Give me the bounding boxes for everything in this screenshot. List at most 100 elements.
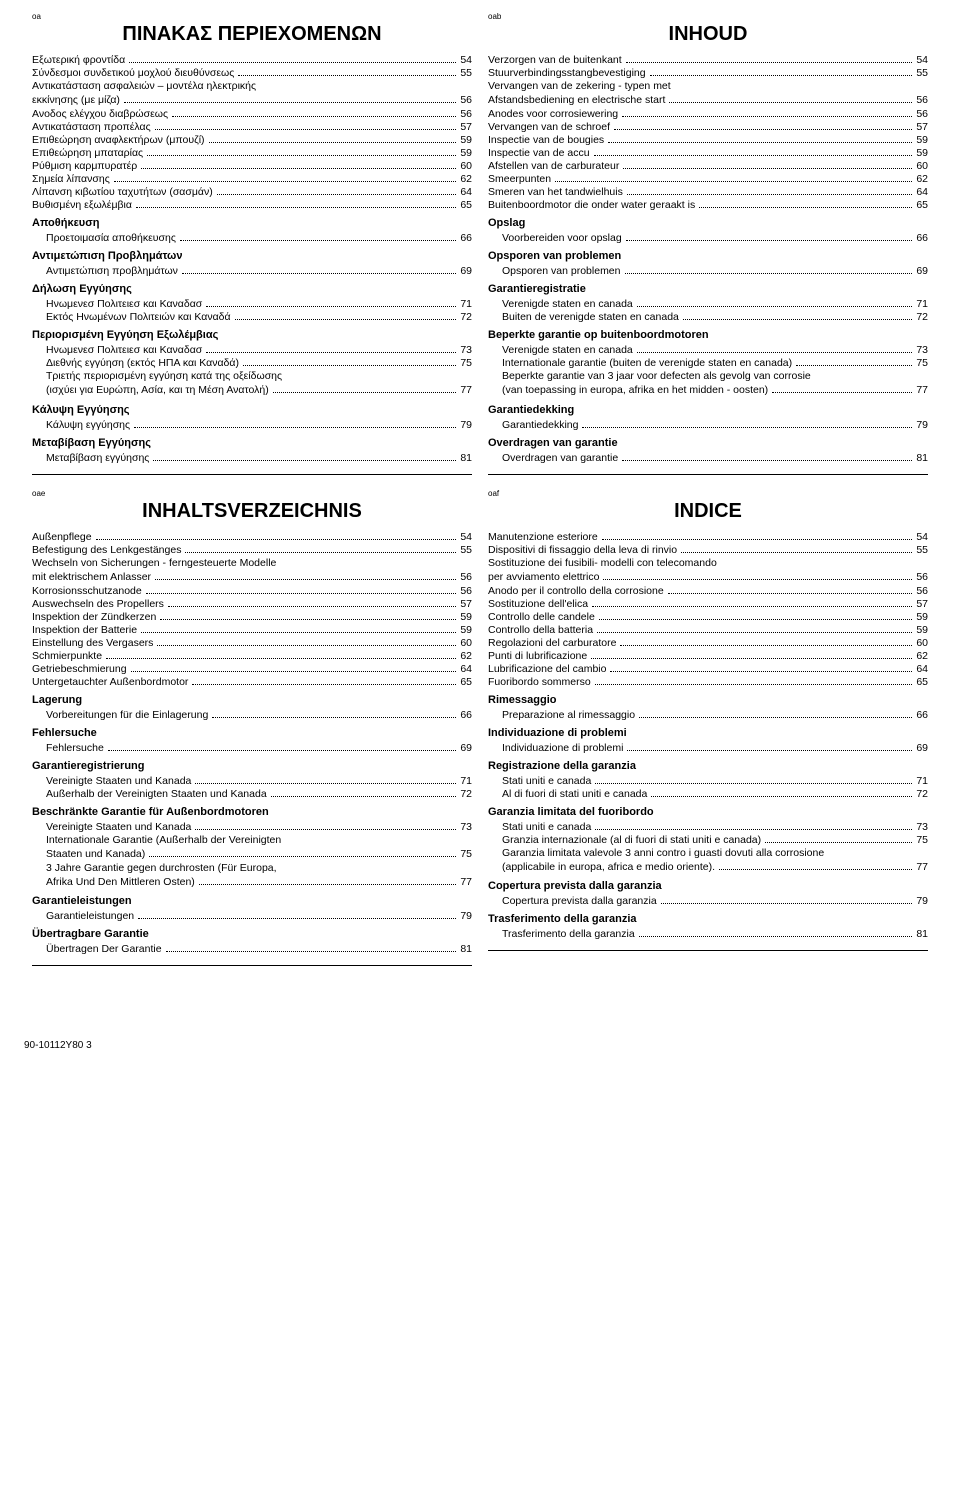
entry-label: Sostituzione dell'elica (488, 598, 588, 610)
entry-page: 60 (916, 637, 928, 649)
toc-entry: Internationale Garantie (Außerhalb der V… (32, 834, 472, 861)
toc-entry: Ηνωμενεσ Πολιτειεσ και Καναδασ71 (32, 298, 472, 310)
entry-label: Vereinigte Staaten und Kanada (46, 775, 191, 787)
entry-label: Garantiedekking (502, 419, 578, 431)
dot-leader (597, 624, 912, 632)
toc-entry: Ανοδος ελέγχου διαβρώσεως56 (32, 108, 472, 120)
dot-leader (212, 709, 456, 717)
entry-label: Lubrificazione del cambio (488, 663, 606, 675)
entry-page: 71 (460, 775, 472, 787)
entry-page: 59 (916, 147, 928, 159)
dot-leader (699, 200, 912, 208)
toc-entry: Σύνδεσμοι συνδετικού μοχλού διευθύνσεως5… (32, 67, 472, 79)
dot-leader (217, 187, 457, 195)
dot-leader (147, 148, 456, 156)
toc-entry: Stati uniti e canada73 (488, 821, 928, 833)
dot-leader (192, 676, 456, 684)
toc-entry: Fehlersuche69 (32, 742, 472, 754)
toc-entry: Verzorgen van de buitenkant54 (488, 54, 928, 66)
entry-label: Επιθεώρηση αναφλεκτήρων (μπουζί) (32, 134, 205, 146)
entry-page: 77 (916, 384, 928, 397)
entry-page: 55 (460, 67, 472, 79)
entry-page: 64 (460, 186, 472, 198)
entry-page: 72 (460, 788, 472, 800)
entry-label: Regolazioni del carburatore (488, 637, 616, 649)
entry-label: Internationale Garantie (Außerhalb der V… (46, 834, 472, 847)
footer-page-number: 3 (86, 1040, 92, 1051)
entry-label-cont: Afstandsbediening en electrische start (488, 94, 665, 107)
section-head: Opslag (488, 217, 928, 229)
toc-entry: Διεθνής εγγύηση (εκτός ΗΠΑ και Καναδά)75 (32, 357, 472, 369)
toc-entry: Garantiedekking79 (488, 419, 928, 431)
entry-page: 75 (916, 834, 928, 846)
entry-page: 57 (916, 598, 928, 610)
entry-page: 62 (916, 173, 928, 185)
entry-page: 56 (916, 94, 928, 107)
dot-leader (238, 68, 456, 76)
entry-page: 72 (460, 311, 472, 323)
dot-leader (650, 68, 913, 76)
divider (32, 474, 472, 475)
dot-leader (626, 55, 913, 63)
toc-entry: Inspektion der Batterie59 (32, 624, 472, 636)
entry-page: 79 (460, 419, 472, 431)
entry-label: Wechseln von Sicherungen - ferngesteuert… (32, 557, 472, 570)
dot-leader (668, 585, 913, 593)
entry-label: Dispositivi di fissaggio della leva di r… (488, 544, 677, 556)
dot-leader (603, 571, 912, 579)
toc-entry: Vervangen van de schroef57 (488, 121, 928, 133)
dot-leader (622, 452, 912, 460)
entry-label-cont: (ισχύει για Ευρώπη, Ασία, και τη Μέση Αν… (46, 384, 269, 397)
toc-title: INHALTSVERZEICHNIS (32, 500, 472, 523)
entry-page: 73 (460, 344, 472, 356)
toc-entry: Anodo per il controllo della corrosione5… (488, 585, 928, 597)
entry-page: 71 (460, 298, 472, 310)
entry-page: 59 (460, 624, 472, 636)
entry-page: 81 (916, 452, 928, 464)
dot-leader (651, 788, 912, 796)
dot-leader (134, 419, 456, 427)
entry-label: Beperkte garantie van 3 jaar voor defect… (502, 370, 928, 383)
entry-label: Λίπανση κιβωτίου ταχυτήτων (σασμάν) (32, 186, 213, 198)
toc-entry: Controllo delle candele59 (488, 611, 928, 623)
entry-label: Προετοιμασία αποθήκευσης (46, 232, 176, 244)
toc-entry: Εκτός Ηνωμένων Πολιτειών και Καναδά72 (32, 311, 472, 323)
dot-leader (627, 742, 912, 750)
section-head: Μεταβίβαση Εγγύησης (32, 437, 472, 449)
entry-page: 79 (916, 895, 928, 907)
entry-page: 56 (460, 108, 472, 120)
toc-title: INHOUD (488, 23, 928, 46)
toc-entry: Auswechseln des Propellers57 (32, 598, 472, 610)
dot-leader (602, 531, 913, 539)
entry-label: Μεταβίβαση εγγύησης (46, 452, 149, 464)
entry-page: 59 (916, 611, 928, 623)
toc-entry: Vorbereitungen für die Einlagerung66 (32, 709, 472, 721)
dot-leader (172, 109, 456, 117)
entry-label: Inspectie van de accu (488, 147, 590, 159)
entry-page: 65 (460, 199, 472, 211)
entry-label: Internationale garantie (buiten de veren… (502, 357, 792, 369)
toc-entry: Verenigde staten en canada71 (488, 298, 928, 310)
dot-leader (195, 775, 456, 783)
dot-leader (149, 848, 456, 856)
entry-page: 77 (460, 876, 472, 889)
entry-label: Anodes voor corrosiewering (488, 108, 618, 120)
toc-entry: Außerhalb der Vereinigten Staaten und Ka… (32, 788, 472, 800)
entry-label: Stuurverbindingsstangbevestiging (488, 67, 646, 79)
entry-page: 57 (916, 121, 928, 133)
entry-page: 81 (916, 928, 928, 940)
entry-page: 69 (916, 265, 928, 277)
toc-entry: Inspektion der Zündkerzen59 (32, 611, 472, 623)
dot-leader (772, 385, 912, 393)
dot-leader (138, 911, 456, 919)
footer-left: 90-10112Y80 (24, 1040, 83, 1051)
dot-leader (639, 929, 913, 937)
toc-entry: Αντικατάσταση προπέλας57 (32, 121, 472, 133)
toc-entry: Getriebeschmierung64 (32, 663, 472, 675)
dot-leader (166, 944, 457, 952)
dot-leader (180, 233, 456, 241)
entry-page: 64 (916, 186, 928, 198)
entry-label: Außenpflege (32, 531, 92, 543)
entry-page: 54 (916, 531, 928, 543)
toc-entry: Voorbereiden voor opslag66 (488, 232, 928, 244)
